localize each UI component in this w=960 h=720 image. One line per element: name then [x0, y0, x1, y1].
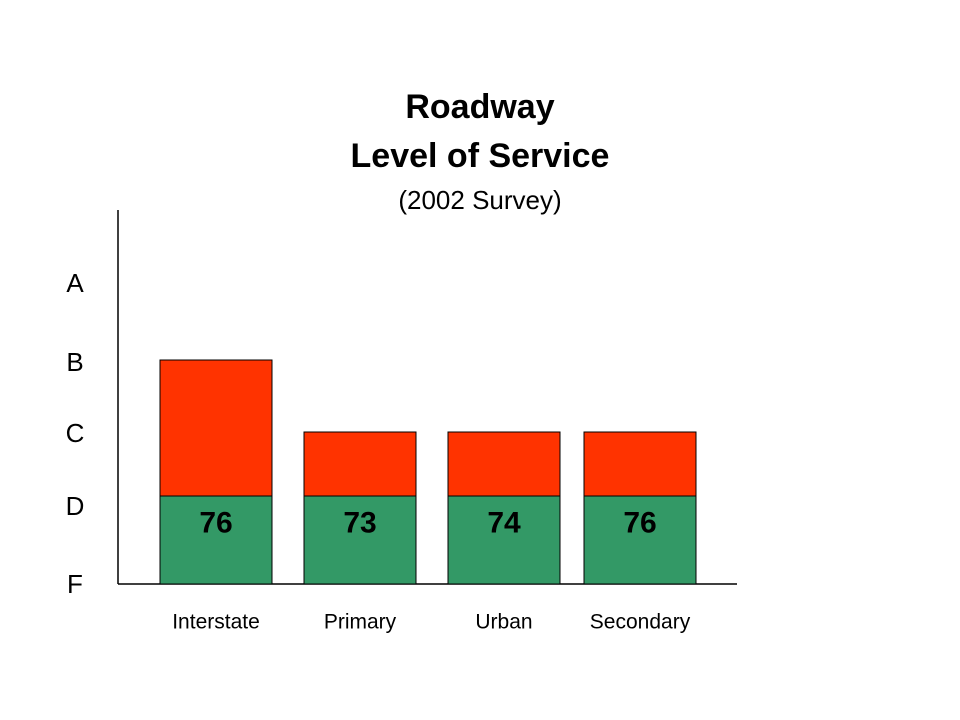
y-tick-label: B — [66, 347, 83, 377]
x-tick-label: Primary — [324, 611, 397, 634]
bar-segment-lower — [447, 495, 561, 585]
chart-title-block: Roadway Level of Service (2002 Survey) — [0, 82, 960, 220]
x-tick-label: Urban — [475, 611, 532, 634]
data-label: 76 — [199, 507, 232, 540]
bar-segment-upper — [303, 431, 417, 497]
data-label: 74 — [487, 507, 521, 540]
bar-segment-upper — [159, 359, 273, 497]
y-tick-label: C — [66, 418, 85, 448]
x-tick-label: Secondary — [590, 611, 691, 634]
y-tick-label: D — [66, 491, 85, 521]
chart-subtitle: Level of Service — [350, 137, 610, 175]
data-label: 76 — [623, 507, 656, 540]
chart-title: Roadway — [405, 88, 555, 126]
x-tick-label: Interstate — [172, 611, 260, 634]
data-label: 73 — [343, 507, 376, 540]
bar-segment-lower — [583, 495, 697, 585]
chart-note: (2002 Survey) — [398, 185, 562, 215]
y-tick-label: F — [67, 569, 83, 599]
bar-segment-upper — [447, 431, 561, 497]
bar-segment-lower — [303, 495, 417, 585]
y-tick-label: A — [66, 268, 84, 298]
bar-segment-lower — [159, 495, 273, 585]
bar-segment-upper — [583, 431, 697, 497]
